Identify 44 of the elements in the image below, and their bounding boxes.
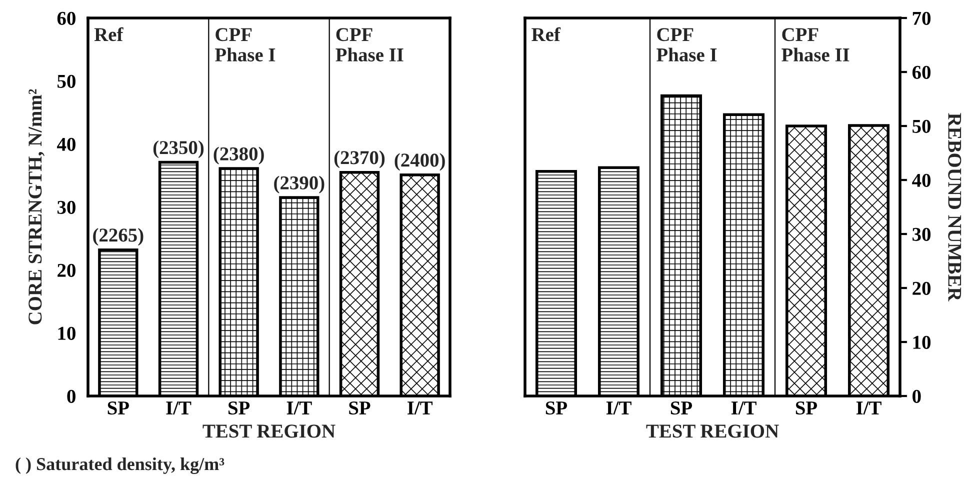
- x-tick-label: SP: [546, 401, 568, 415]
- y-tick-label: 40: [57, 138, 76, 151]
- y-tick-label: 0: [67, 390, 76, 403]
- y-tick-label: 50: [58, 74, 76, 88]
- x-tick-label: I/T: [286, 402, 312, 415]
- x-tick-label: I/T: [408, 402, 433, 415]
- y2-tick-label: 20: [912, 282, 931, 295]
- x-tick-label: SP: [108, 401, 129, 415]
- x-tick-label: SP: [228, 401, 250, 415]
- x-axis-title: TEST REGION: [646, 424, 779, 438]
- annotation: CPF Phase II: [782, 28, 850, 62]
- annotation: CPF Phase I: [215, 28, 276, 62]
- x-tick-label: I/T: [856, 402, 882, 415]
- x-tick-label: SP: [796, 401, 818, 415]
- y-tick-label: 30: [57, 200, 76, 214]
- y2-tick-label: 40: [912, 174, 931, 187]
- y2-tick-label: 10: [913, 336, 931, 349]
- x-axis-title: TEST REGION: [202, 424, 336, 438]
- y2-tick-label: 50: [912, 120, 931, 133]
- y2-tick-label: 70: [912, 12, 931, 25]
- annotation: (2350): [153, 140, 204, 158]
- annotation: (2370): [334, 150, 385, 168]
- annotation: (2390): [274, 176, 324, 194]
- annotation: CPF Phase II: [336, 28, 404, 62]
- x-tick-label: I/T: [731, 402, 756, 415]
- annotation: (2265): [93, 228, 144, 246]
- y-tick-label: 60: [57, 12, 76, 25]
- annotation: (2380): [214, 146, 264, 164]
- annotation: (2400): [394, 153, 445, 171]
- x-tick-label: SP: [670, 401, 692, 415]
- y-axis-title: CORE STRENGTH, N/mm²: [28, 89, 45, 324]
- annotation: Ref: [532, 27, 561, 42]
- y2-axis-title: REBOUND NUMBER: [948, 113, 962, 302]
- x-tick-label: SP: [349, 401, 370, 415]
- x-tick-label: I/T: [606, 402, 632, 415]
- annotation: Ref: [94, 27, 124, 42]
- y2-tick-label: 30: [912, 228, 931, 241]
- y-tick-label: 20: [58, 264, 76, 277]
- y-tick-label: 10: [58, 326, 76, 340]
- y2-tick-label: 60: [912, 66, 931, 79]
- text: ( ) Saturated density, kg/m³: [16, 457, 224, 474]
- x-tick-label: I/T: [166, 402, 192, 415]
- y2-tick-label: 0: [912, 390, 921, 403]
- annotation: CPF Phase I: [656, 28, 717, 62]
